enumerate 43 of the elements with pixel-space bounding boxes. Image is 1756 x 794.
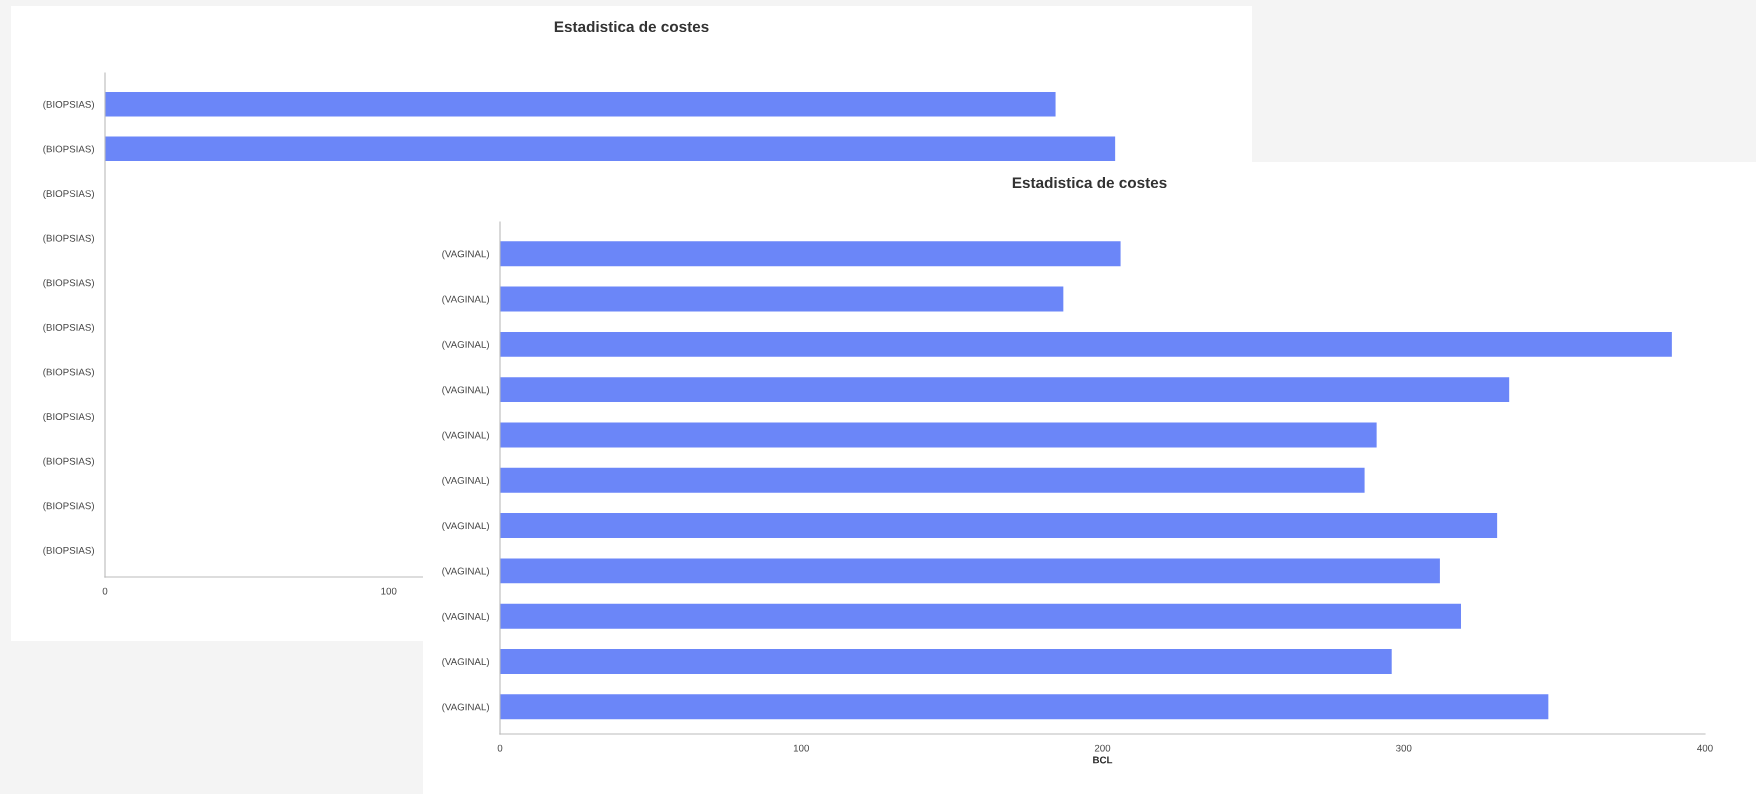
y-tick-label: (BIOPSIAS)	[43, 323, 94, 333]
bar	[500, 558, 1440, 584]
x-tick-label: 200	[1094, 744, 1111, 752]
y-tick-label: (VAGINAL)	[442, 250, 489, 260]
y-tick-label: (BIOPSIAS)	[43, 412, 94, 422]
bar	[500, 694, 1549, 720]
bar	[500, 331, 1672, 357]
y-tick-label: (BIOPSIAS)	[43, 502, 94, 512]
bar	[500, 241, 1121, 267]
x-tick-label: 100	[381, 587, 397, 595]
bar	[500, 286, 1064, 312]
y-tick-label: (VAGINAL)	[442, 340, 489, 350]
y-tick-label: (VAGINAL)	[442, 657, 489, 668]
bar	[500, 603, 1461, 629]
bar	[500, 467, 1365, 493]
x-tick-label: 0	[497, 744, 503, 752]
bar	[500, 649, 1392, 674]
chart-title: Estadistica de costes	[554, 20, 709, 33]
y-tick-label: (BIOPSIAS)	[43, 189, 94, 199]
y-tick-label: (VAGINAL)	[442, 386, 489, 396]
y-tick-label: (VAGINAL)	[442, 476, 489, 486]
y-tick-label: (BIOPSIAS)	[43, 457, 94, 467]
y-tick-label: (BIOPSIAS)	[43, 100, 94, 110]
y-tick-label: (VAGINAL)	[442, 522, 489, 532]
y-tick-label: (BIOPSIAS)	[43, 145, 94, 155]
x-tick-label: 300	[1396, 744, 1412, 752]
y-tick-label: (VAGINAL)	[442, 567, 489, 577]
x-tick-label: 100	[793, 744, 809, 752]
bar	[500, 377, 1510, 403]
y-tick-label: (BIOPSIAS)	[43, 234, 94, 244]
y-tick-label: (VAGINAL)	[442, 295, 489, 305]
bar	[500, 422, 1377, 448]
y-tick-label: (VAGINAL)	[442, 431, 489, 441]
x-axis-title: BCL	[1093, 756, 1113, 764]
y-tick-label: (BIOPSIAS)	[43, 279, 94, 289]
y-tick-label: (BIOPSIAS)	[43, 368, 94, 378]
y-tick-label: (VAGINAL)	[442, 612, 489, 622]
x-tick-label: 0	[102, 587, 108, 595]
bar	[500, 513, 1498, 539]
chart-title: Estadistica de costes	[1012, 176, 1167, 189]
x-tick-label: 400	[1697, 744, 1713, 752]
y-tick-label: (BIOPSIAS)	[43, 546, 94, 556]
y-tick-label: (VAGINAL)	[442, 703, 489, 713]
